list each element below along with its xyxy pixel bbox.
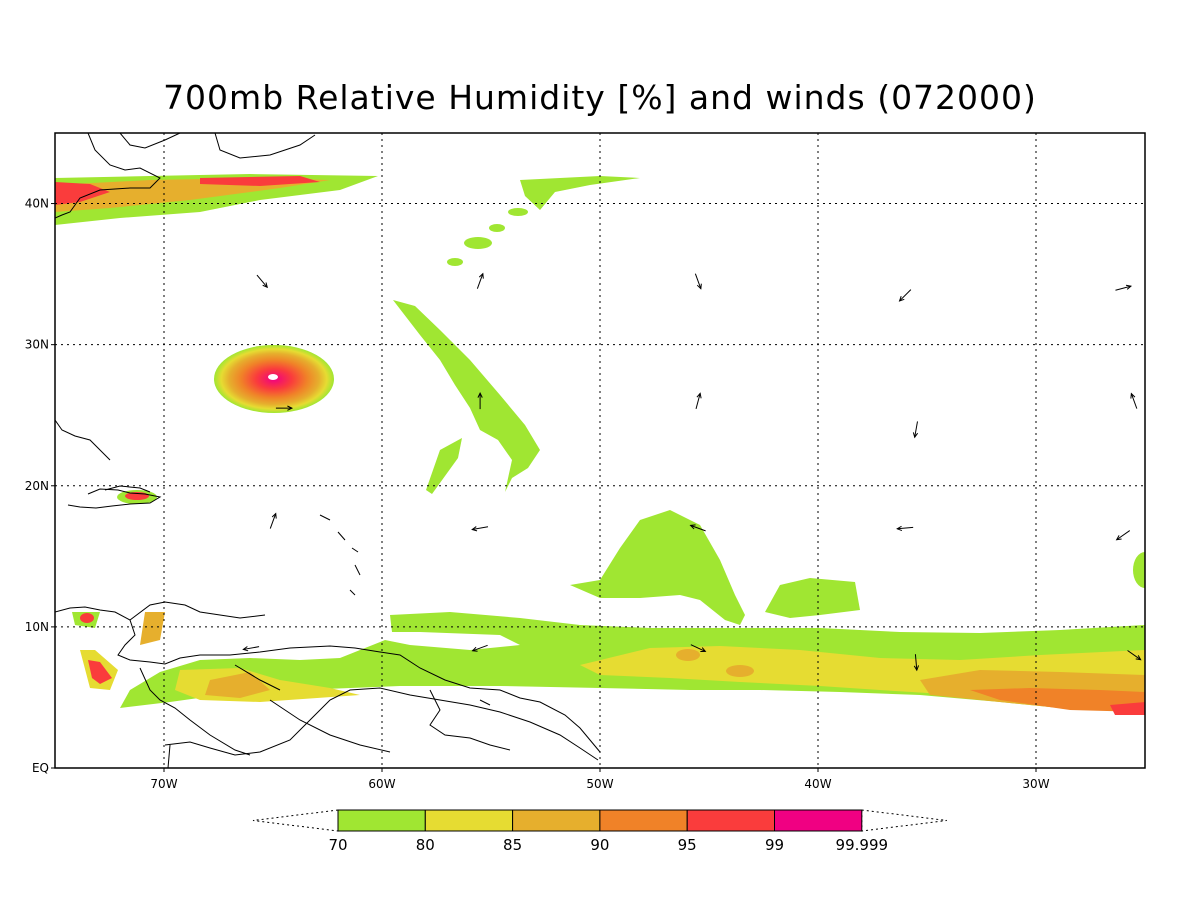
wind-arrow bbox=[1130, 392, 1138, 409]
longitude-labels: 70W 60W 50W 40W 30W bbox=[150, 768, 1050, 791]
wind-arrow bbox=[1127, 650, 1142, 661]
wind-arrow bbox=[256, 274, 268, 289]
hurricane-eye bbox=[268, 374, 278, 380]
colorbar-swatch bbox=[512, 809, 601, 832]
colorbar-label: 85 bbox=[503, 836, 522, 854]
longitude-tick-label: 30W bbox=[1022, 777, 1049, 791]
colorbar-label: 70 bbox=[328, 836, 347, 854]
latitude-tick-label: EQ bbox=[32, 761, 49, 775]
wind-arrow bbox=[1115, 284, 1133, 291]
wind-arrow bbox=[694, 273, 702, 290]
wind-arrow bbox=[912, 421, 919, 439]
wind-arrow bbox=[689, 524, 706, 532]
colorbar-label: 99.999 bbox=[836, 836, 889, 854]
wind-arrow bbox=[913, 654, 920, 672]
humidity-frontal-band bbox=[393, 300, 540, 492]
colorbar-label: 90 bbox=[590, 836, 609, 854]
humidity-band-north-core bbox=[55, 178, 330, 212]
colorbar-swatch bbox=[337, 809, 426, 832]
wind-arrow bbox=[477, 391, 483, 410]
humidity-itcz-dome bbox=[570, 510, 745, 625]
humidity-band-north-max bbox=[200, 176, 320, 186]
latitude-tick-label: 20N bbox=[25, 479, 49, 493]
wind-arrow bbox=[898, 289, 912, 302]
colorbar-swatch bbox=[686, 809, 776, 832]
longitude-tick-label: 60W bbox=[368, 777, 395, 791]
wind-arrow bbox=[690, 644, 707, 653]
colorbar-extension-low bbox=[252, 809, 339, 832]
colorbar-extension-high bbox=[861, 809, 947, 832]
latitude-tick-label: 10N bbox=[25, 620, 49, 634]
wind-arrow bbox=[275, 405, 294, 411]
colorbar-label: 95 bbox=[678, 836, 697, 854]
colorbar: 70 80 85 90 95 99 99.999 bbox=[252, 809, 947, 854]
latitude-tick-label: 30N bbox=[25, 338, 49, 352]
wind-arrow bbox=[269, 512, 277, 529]
longitude-tick-label: 70W bbox=[150, 777, 177, 791]
humidity-frontal-island bbox=[426, 438, 462, 494]
wind-arrow bbox=[1115, 530, 1131, 541]
colorbar-swatch bbox=[774, 809, 863, 832]
colorbar-label: 99 bbox=[765, 836, 784, 854]
latitude-tick-label: 40N bbox=[25, 197, 49, 211]
wind-arrow bbox=[695, 392, 702, 409]
wind-arrow bbox=[242, 646, 260, 652]
humidity-band-north-west bbox=[55, 182, 110, 205]
latitude-labels: EQ 10N 20N 30N 40N bbox=[25, 197, 55, 775]
longitude-tick-label: 40W bbox=[804, 777, 831, 791]
wind-arrow bbox=[476, 272, 484, 289]
wind-arrow bbox=[471, 526, 489, 532]
colorbar-swatch bbox=[599, 809, 688, 832]
colorbar-label: 80 bbox=[416, 836, 435, 854]
humidity-fields bbox=[55, 174, 1145, 715]
coastlines bbox=[55, 133, 601, 768]
wind-arrows bbox=[242, 272, 1142, 672]
grid-lines bbox=[55, 133, 1145, 768]
wind-arrow bbox=[471, 644, 488, 652]
longitude-tick-label: 50W bbox=[586, 777, 613, 791]
wind-arrow bbox=[896, 525, 914, 532]
map-title: 700mb Relative Humidity [%] and winds (0… bbox=[163, 78, 1037, 117]
colorbar-swatch bbox=[424, 809, 514, 832]
